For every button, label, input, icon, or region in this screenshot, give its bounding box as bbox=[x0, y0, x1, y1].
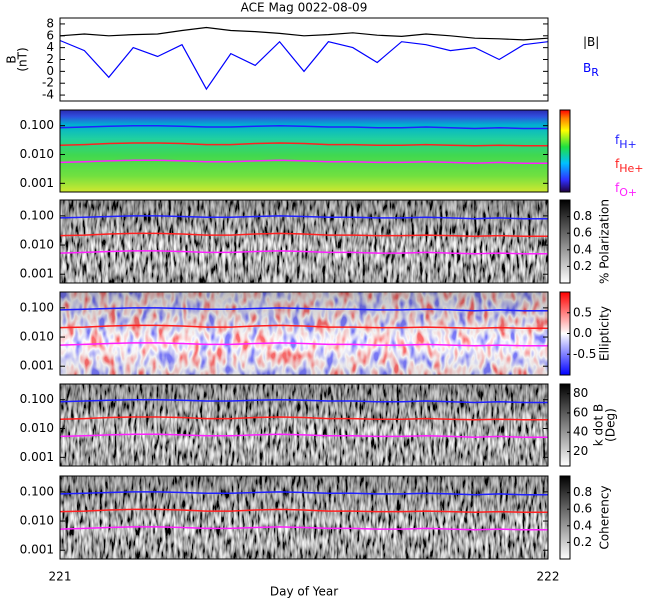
spectrogram-shade bbox=[60, 384, 548, 466]
plot-frame bbox=[59, 109, 549, 193]
colorbar bbox=[559, 199, 571, 284]
y-tick-label: 0.010 bbox=[20, 421, 54, 435]
legend-subscript: O+ bbox=[619, 186, 637, 199]
legend-name: f bbox=[615, 157, 620, 171]
x-tick-label: 222 bbox=[537, 570, 560, 584]
colorbar-tick-label: 0.6 bbox=[573, 502, 592, 516]
legend-label: BR bbox=[583, 61, 599, 80]
colorbar-tick-label: 40 bbox=[573, 425, 588, 439]
colorbar-tick-label: 0.2 bbox=[573, 259, 592, 273]
y-tick-label: 0.001 bbox=[20, 176, 54, 190]
data-line bbox=[59, 508, 548, 514]
y-tick-label: 6 bbox=[46, 28, 54, 42]
spectrogram-shade bbox=[60, 292, 548, 375]
colorbar-tick-label: 0.8 bbox=[573, 209, 592, 223]
colorbar-tick-label: -0.5 bbox=[573, 347, 596, 361]
y-tick-label: 0.010 bbox=[20, 514, 54, 528]
data-line bbox=[59, 215, 548, 220]
legend-subscript: He+ bbox=[619, 162, 643, 175]
colorbar-label: (Deg) bbox=[604, 408, 618, 442]
y-tick-label: 0.010 bbox=[20, 238, 54, 252]
colorbar-label: % Polarization bbox=[598, 199, 612, 284]
legend-name: |B| bbox=[583, 35, 599, 49]
spectrogram-shade bbox=[60, 200, 548, 283]
legend-label: |B| bbox=[583, 35, 599, 49]
legend-name: f bbox=[615, 181, 620, 195]
colorbar-tick-label: 0.5 bbox=[573, 305, 592, 319]
x-axis-label: Day of Year bbox=[270, 585, 338, 599]
colorbar-tick-label: 0.6 bbox=[573, 226, 592, 240]
data-line bbox=[59, 26, 549, 41]
y-tick-label: -2 bbox=[42, 76, 54, 90]
colorbar bbox=[559, 109, 571, 193]
legend-subscript: H+ bbox=[619, 138, 637, 151]
y-tick-label: 0.100 bbox=[20, 118, 54, 132]
y-tick-label: 0.001 bbox=[20, 543, 54, 557]
data-line bbox=[59, 142, 548, 147]
plot-frame bbox=[59, 475, 549, 560]
colorbar-tick-label: 0.0 bbox=[573, 326, 592, 340]
y-tick-label: 0.100 bbox=[20, 300, 54, 314]
colorbar-label: Ellipticity bbox=[598, 306, 612, 361]
colorbar-tick-label: 20 bbox=[573, 444, 588, 458]
y-tick-label: 0.100 bbox=[20, 484, 54, 498]
data-line bbox=[59, 398, 548, 404]
data-line bbox=[59, 250, 548, 255]
y-axis-label: B bbox=[5, 55, 19, 63]
data-line bbox=[59, 491, 548, 496]
legend-name: f bbox=[615, 133, 620, 147]
data-line bbox=[59, 307, 548, 312]
y-tick-label: -4 bbox=[42, 88, 54, 102]
plot-frame bbox=[59, 17, 549, 102]
x-tick-label: 221 bbox=[49, 570, 72, 584]
y-tick-label: 0.100 bbox=[20, 392, 54, 406]
colorbar bbox=[559, 383, 571, 467]
colorbar bbox=[559, 475, 571, 560]
y-tick-label: 2 bbox=[46, 52, 54, 66]
legend-name: B bbox=[583, 61, 591, 75]
colorbar-tick-label: 0.8 bbox=[573, 485, 592, 499]
y-tick-label: 0.001 bbox=[20, 267, 54, 281]
spectrogram-shade bbox=[60, 476, 548, 559]
data-line bbox=[59, 124, 548, 130]
data-line bbox=[59, 232, 548, 238]
y-tick-label: 0 bbox=[46, 64, 54, 78]
data-line bbox=[59, 324, 548, 330]
plot-frame bbox=[59, 383, 549, 467]
colorbar-tick-label: 60 bbox=[573, 405, 588, 419]
legend-label: fO+ bbox=[615, 181, 637, 200]
legend-label: fH+ bbox=[615, 133, 637, 152]
colorbar-tick-label: 80 bbox=[573, 386, 588, 400]
data-line bbox=[59, 39, 549, 91]
legend-subscript: R bbox=[591, 66, 599, 79]
data-line bbox=[59, 433, 548, 438]
y-tick-label: 4 bbox=[46, 40, 54, 54]
data-line bbox=[59, 159, 548, 164]
plot-frame bbox=[59, 291, 549, 376]
colorbar-tick-label: 0.4 bbox=[573, 518, 592, 532]
data-line bbox=[59, 526, 548, 531]
y-tick-label: 0.001 bbox=[20, 359, 54, 373]
y-axis-label: (nT) bbox=[16, 47, 30, 71]
legend-label: fHe+ bbox=[615, 157, 644, 176]
chart-title: ACE Mag 0022-08-09 bbox=[241, 1, 368, 15]
data-line bbox=[59, 342, 548, 347]
y-tick-label: 0.010 bbox=[20, 330, 54, 344]
y-tick-label: 0.010 bbox=[20, 147, 54, 161]
colorbar-label: k dot B bbox=[592, 404, 606, 446]
y-tick-label: 0.001 bbox=[20, 450, 54, 464]
plot-frame bbox=[59, 199, 549, 284]
y-tick-label: 8 bbox=[46, 16, 54, 30]
colorbar-tick-label: 0.4 bbox=[573, 242, 592, 256]
colorbar-label: Coherency bbox=[598, 485, 612, 549]
data-line bbox=[59, 416, 548, 421]
y-tick-label: 0.100 bbox=[20, 208, 54, 222]
colorbar-tick-label: 0.2 bbox=[573, 535, 592, 549]
spectrogram-background bbox=[60, 110, 548, 192]
